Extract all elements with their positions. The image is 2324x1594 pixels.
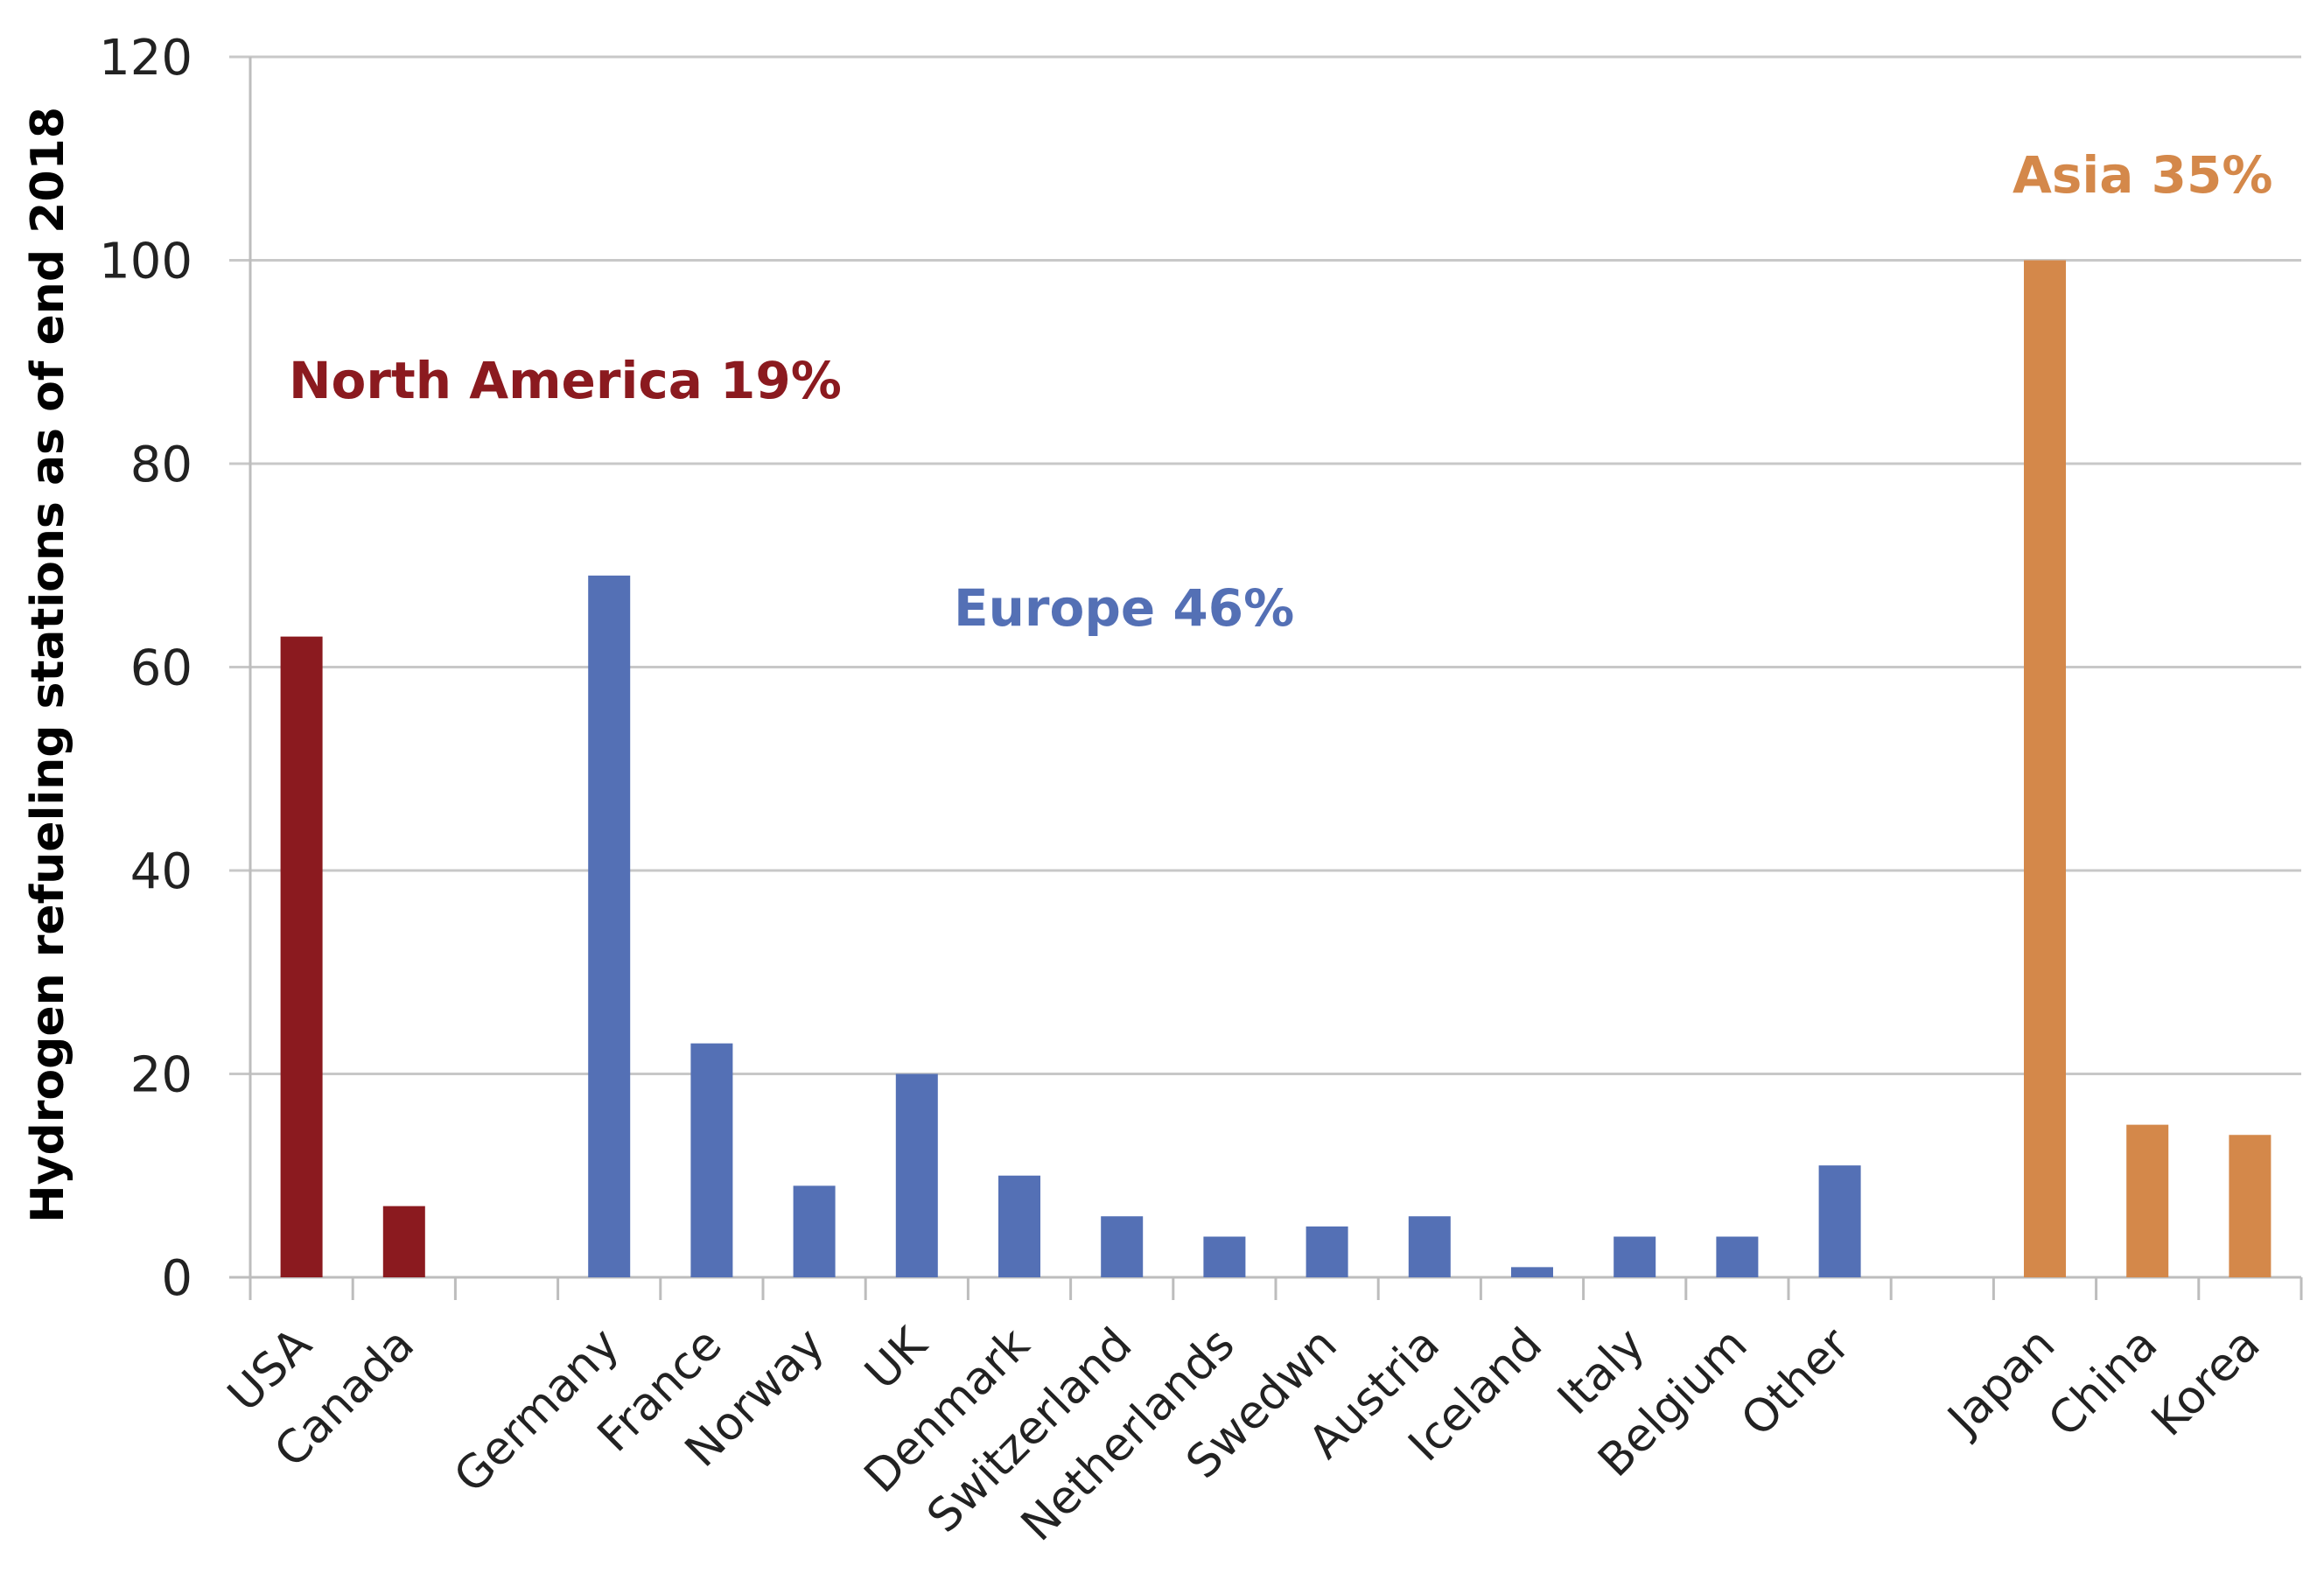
- gridlines: [229, 55, 2301, 1075]
- bar-other: [1818, 1165, 1861, 1277]
- bar-netherlands: [1203, 1236, 1246, 1277]
- bar-denmark: [998, 1175, 1040, 1277]
- y-tick-label: 40: [130, 843, 192, 900]
- bar-korea: [2229, 1135, 2272, 1277]
- group-label: Europe 46%: [954, 578, 1294, 638]
- group-label: North America 19%: [289, 351, 842, 410]
- bar-norway: [793, 1185, 836, 1277]
- group-annotations: North America 19% Europe 46% Asia 35%: [289, 145, 2272, 638]
- x-category-label: Japan: [1936, 1318, 2065, 1447]
- bar-switzerland: [1101, 1216, 1144, 1277]
- bar-austria: [1408, 1216, 1451, 1277]
- bar-germany: [588, 575, 631, 1277]
- x-category-label: China: [2039, 1318, 2167, 1447]
- axes: [229, 57, 2303, 1300]
- bars: [280, 260, 2272, 1277]
- y-tick-label: 60: [130, 640, 192, 697]
- y-tick-labels: 0 20 40 60 80 100 120: [99, 30, 192, 1307]
- bar-italy: [1614, 1236, 1656, 1277]
- bar-iceland: [1511, 1267, 1553, 1277]
- y-tick-label: 0: [161, 1250, 192, 1307]
- bar-belgium: [1716, 1236, 1759, 1277]
- bar-china: [2126, 1124, 2169, 1277]
- x-category-label: Korea: [2142, 1318, 2271, 1447]
- group-label: Asia 35%: [2012, 145, 2272, 205]
- bar-japan: [2024, 260, 2066, 1277]
- bar-uk: [895, 1073, 938, 1277]
- y-tick-label: 100: [99, 234, 192, 290]
- y-tick-label: 20: [130, 1047, 192, 1104]
- bar-usa: [280, 636, 323, 1277]
- bar-canada: [382, 1206, 425, 1277]
- y-tick-label: 120: [99, 30, 192, 87]
- y-tick-label: 80: [130, 437, 192, 493]
- bar-swedwn: [1306, 1226, 1348, 1277]
- x-category-label: Other: [1732, 1318, 1860, 1446]
- bar-france: [690, 1043, 733, 1277]
- y-axis-title: Hydrogen refueling stations as of end 20…: [22, 107, 74, 1223]
- x-category-label: UK: [856, 1317, 939, 1400]
